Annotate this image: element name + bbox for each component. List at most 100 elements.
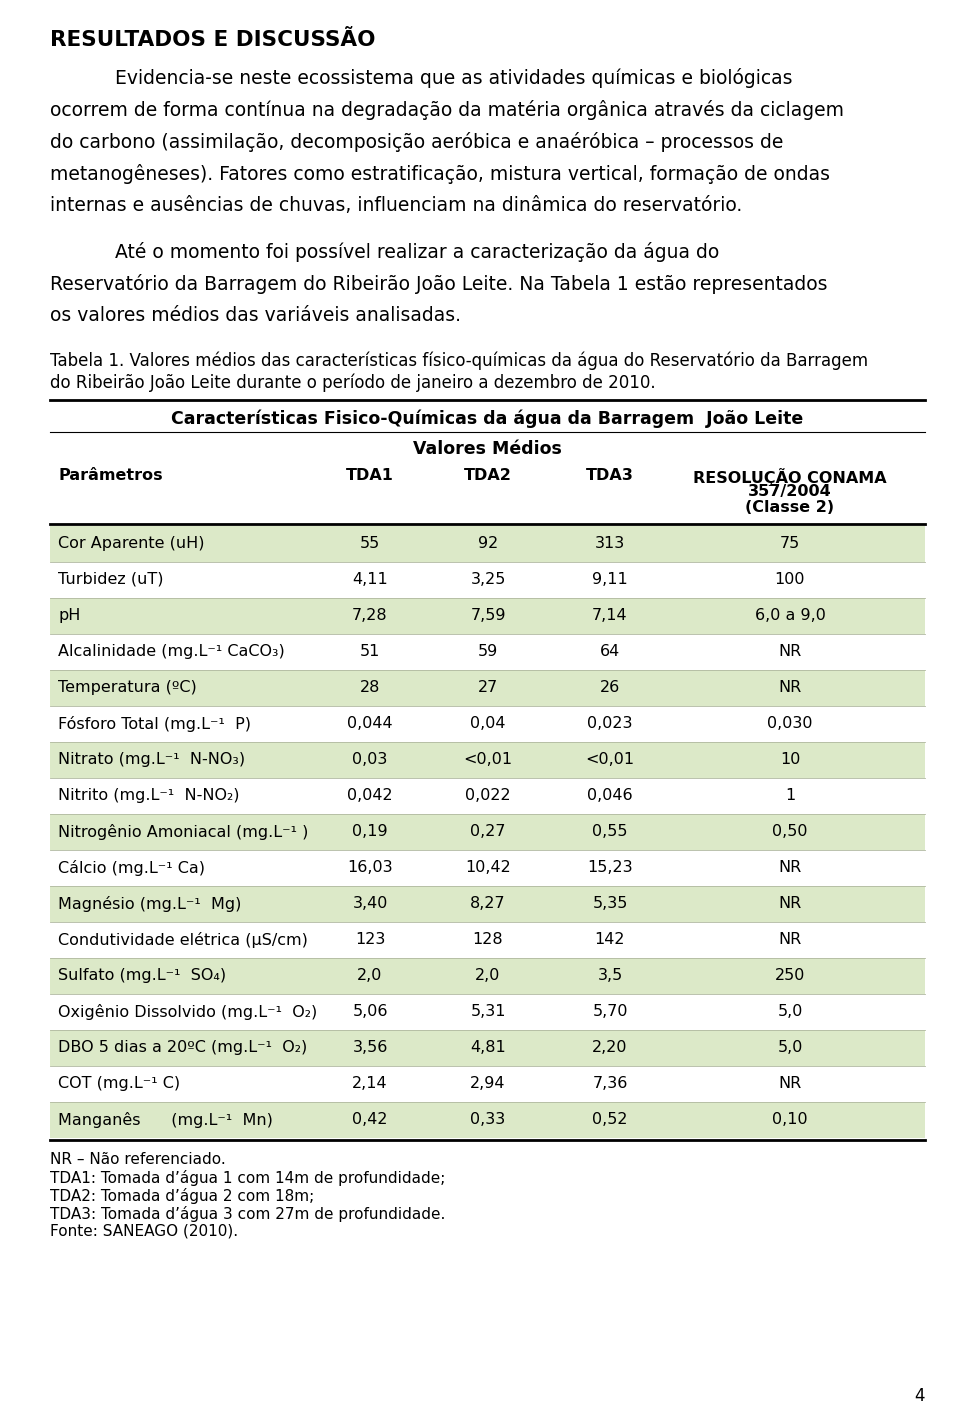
- Text: Características Fisico-Químicas da água da Barragem  João Leite: Características Fisico-Químicas da água …: [172, 410, 804, 428]
- Text: 0,044: 0,044: [348, 716, 393, 731]
- Text: 5,0: 5,0: [778, 1040, 803, 1055]
- Text: do Ribeirão João Leite durante o período de janeiro a dezembro de 2010.: do Ribeirão João Leite durante o período…: [50, 374, 656, 392]
- Text: 51: 51: [360, 644, 380, 659]
- Text: 0,42: 0,42: [352, 1112, 388, 1127]
- Text: 10: 10: [780, 752, 801, 766]
- Text: TDA3: Tomada d’água 3 com 27m de profundidade.: TDA3: Tomada d’água 3 com 27m de profund…: [50, 1206, 445, 1222]
- Text: 2,0: 2,0: [357, 968, 383, 983]
- Text: Tabela 1. Valores médios das características físico-químicas da água do Reservat: Tabela 1. Valores médios das característ…: [50, 352, 868, 371]
- Text: 6,0 a 9,0: 6,0 a 9,0: [755, 608, 826, 624]
- Text: Evidencia-se neste ecossistema que as atividades químicas e biológicas: Evidencia-se neste ecossistema que as at…: [115, 68, 793, 88]
- Text: 15,23: 15,23: [588, 860, 633, 875]
- Text: 4,81: 4,81: [470, 1040, 506, 1055]
- Text: Nitrogênio Amoniacal (mg.L⁻¹ ): Nitrogênio Amoniacal (mg.L⁻¹ ): [58, 823, 308, 841]
- Text: 2,20: 2,20: [592, 1040, 628, 1055]
- Text: DBO 5 dias a 20ºC (mg.L⁻¹  O₂): DBO 5 dias a 20ºC (mg.L⁻¹ O₂): [58, 1040, 307, 1055]
- Bar: [50, 1030, 925, 1066]
- Text: Magnésio (mg.L⁻¹  Mg): Magnésio (mg.L⁻¹ Mg): [58, 896, 241, 912]
- Text: 0,33: 0,33: [470, 1112, 506, 1127]
- Text: 8,27: 8,27: [470, 896, 506, 910]
- Text: NR: NR: [779, 932, 802, 948]
- Text: Temperatura (ºC): Temperatura (ºC): [58, 681, 197, 695]
- Text: 250: 250: [775, 968, 805, 983]
- Text: NR – Não referenciado.: NR – Não referenciado.: [50, 1152, 226, 1167]
- Text: 75: 75: [780, 537, 800, 551]
- Text: 357/2004: 357/2004: [748, 484, 832, 499]
- Text: 1: 1: [785, 788, 795, 803]
- Text: 100: 100: [775, 572, 805, 586]
- Text: metanogêneses). Fatores como estratificação, mistura vertical, formação de ondas: metanogêneses). Fatores como estratifica…: [50, 164, 830, 184]
- Text: 0,10: 0,10: [772, 1112, 807, 1127]
- Bar: [50, 671, 925, 706]
- Text: Condutividade elétrica (μS/cm): Condutividade elétrica (μS/cm): [58, 932, 308, 948]
- Text: 3,40: 3,40: [352, 896, 388, 910]
- Text: Até o momento foi possível realizar a caracterização da água do: Até o momento foi possível realizar a ca…: [115, 243, 719, 263]
- Text: 0,03: 0,03: [352, 752, 388, 766]
- Text: 7,36: 7,36: [592, 1076, 628, 1092]
- Text: do carbono (assimilação, decomposição aeróbica e anaéróbica – processos de: do carbono (assimilação, decomposição ae…: [50, 133, 783, 153]
- Text: TDA1: TDA1: [346, 468, 394, 482]
- Text: 2,0: 2,0: [475, 968, 501, 983]
- Text: Turbidez (uT): Turbidez (uT): [58, 572, 163, 586]
- Text: 7,14: 7,14: [592, 608, 628, 624]
- Text: 313: 313: [595, 537, 625, 551]
- Text: NR: NR: [779, 860, 802, 875]
- Text: 5,31: 5,31: [470, 1005, 506, 1019]
- Text: Sulfato (mg.L⁻¹  SO₄): Sulfato (mg.L⁻¹ SO₄): [58, 968, 227, 983]
- Text: 0,04: 0,04: [470, 716, 506, 731]
- Text: Cálcio (mg.L⁻¹ Ca): Cálcio (mg.L⁻¹ Ca): [58, 860, 205, 876]
- Text: 26: 26: [600, 681, 620, 695]
- Bar: [50, 598, 925, 634]
- Bar: [50, 958, 925, 995]
- Text: Valores Médios: Valores Médios: [413, 440, 562, 458]
- Text: RESOLUÇÃO CONAMA: RESOLUÇÃO CONAMA: [693, 468, 887, 487]
- Text: 142: 142: [595, 932, 625, 948]
- Text: 64: 64: [600, 644, 620, 659]
- Text: 4,11: 4,11: [352, 572, 388, 586]
- Bar: [50, 527, 925, 562]
- Text: NR: NR: [779, 681, 802, 695]
- Text: COT (mg.L⁻¹ C): COT (mg.L⁻¹ C): [58, 1076, 180, 1092]
- Bar: [50, 742, 925, 778]
- Bar: [50, 813, 925, 850]
- Text: <0,01: <0,01: [464, 752, 513, 766]
- Text: 10,42: 10,42: [466, 860, 511, 875]
- Text: 0,030: 0,030: [767, 716, 813, 731]
- Text: 0,023: 0,023: [588, 716, 633, 731]
- Text: 16,03: 16,03: [348, 860, 393, 875]
- Text: 7,59: 7,59: [470, 608, 506, 624]
- Text: 0,50: 0,50: [772, 823, 807, 839]
- Text: 0,042: 0,042: [348, 788, 393, 803]
- Text: Parâmetros: Parâmetros: [58, 468, 162, 482]
- Text: 3,5: 3,5: [597, 968, 623, 983]
- Text: 0,022: 0,022: [466, 788, 511, 803]
- Text: 9,11: 9,11: [592, 572, 628, 586]
- Text: Fósforo Total (mg.L⁻¹  P): Fósforo Total (mg.L⁻¹ P): [58, 716, 251, 732]
- Text: (Classe 2): (Classe 2): [745, 499, 834, 515]
- Text: Alcalinidade (mg.L⁻¹ CaCO₃): Alcalinidade (mg.L⁻¹ CaCO₃): [58, 644, 285, 659]
- Bar: [50, 886, 925, 922]
- Text: 5,70: 5,70: [592, 1005, 628, 1019]
- Text: pH: pH: [58, 608, 81, 624]
- Text: 0,27: 0,27: [470, 823, 506, 839]
- Text: 5,0: 5,0: [778, 1005, 803, 1019]
- Text: 0,19: 0,19: [352, 823, 388, 839]
- Text: 92: 92: [478, 537, 498, 551]
- Text: Reservatório da Barragem do Ribeirão João Leite. Na Tabela 1 estão representados: Reservatório da Barragem do Ribeirão Joã…: [50, 274, 828, 294]
- Text: 0,046: 0,046: [588, 788, 633, 803]
- Text: internas e ausências de chuvas, influenciam na dinâmica do reservatório.: internas e ausências de chuvas, influenc…: [50, 195, 742, 215]
- Text: 4: 4: [915, 1387, 925, 1406]
- Text: 2,14: 2,14: [352, 1076, 388, 1092]
- Text: 0,55: 0,55: [592, 823, 628, 839]
- Text: os valores médios das variáveis analisadas.: os valores médios das variáveis analisad…: [50, 305, 461, 325]
- Text: NR: NR: [779, 896, 802, 910]
- Text: 55: 55: [360, 537, 380, 551]
- Text: TDA3: TDA3: [586, 468, 634, 482]
- Text: 128: 128: [472, 932, 503, 948]
- Text: Oxigênio Dissolvido (mg.L⁻¹  O₂): Oxigênio Dissolvido (mg.L⁻¹ O₂): [58, 1005, 317, 1020]
- Text: ocorrem de forma contínua na degradação da matéria orgânica através da ciclagem: ocorrem de forma contínua na degradação …: [50, 100, 844, 120]
- Text: 5,06: 5,06: [352, 1005, 388, 1019]
- Text: 27: 27: [478, 681, 498, 695]
- Text: Cor Aparente (uH): Cor Aparente (uH): [58, 537, 204, 551]
- Text: Nitrato (mg.L⁻¹  N-NO₃): Nitrato (mg.L⁻¹ N-NO₃): [58, 752, 245, 766]
